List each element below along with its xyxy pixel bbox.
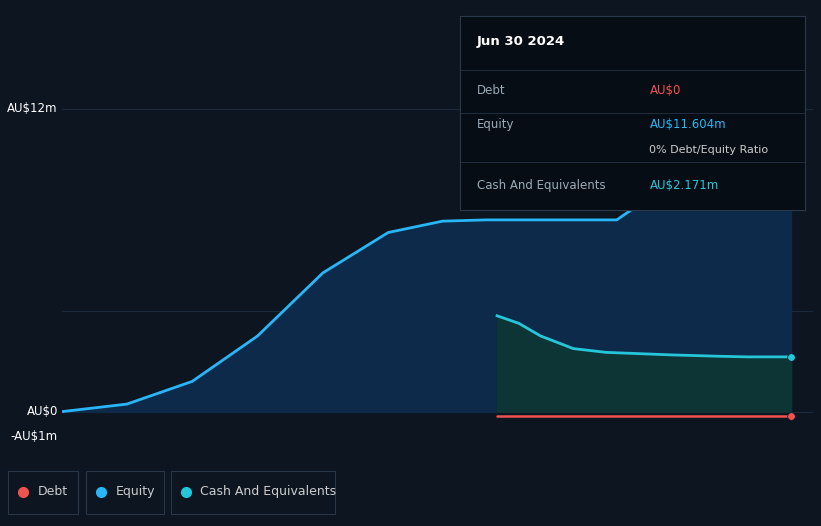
Text: AU$0: AU$0 — [26, 405, 57, 418]
Text: Equity: Equity — [477, 118, 515, 132]
Text: -AU$1m: -AU$1m — [11, 430, 57, 443]
Text: 0% Debt/Equity Ratio: 0% Debt/Equity Ratio — [649, 145, 768, 155]
Text: Jun 30 2024: Jun 30 2024 — [477, 35, 565, 48]
Text: Cash And Equivalents: Cash And Equivalents — [477, 179, 606, 191]
Text: 2023: 2023 — [274, 467, 306, 480]
Text: AU$12m: AU$12m — [7, 103, 57, 115]
Text: AU$0: AU$0 — [649, 84, 681, 97]
Text: 2024: 2024 — [601, 467, 633, 480]
Text: AU$2.171m: AU$2.171m — [649, 179, 718, 191]
Text: AU$11.604m: AU$11.604m — [649, 118, 726, 132]
Text: Debt: Debt — [38, 485, 68, 498]
Text: Cash And Equivalents: Cash And Equivalents — [200, 485, 337, 498]
Text: Debt: Debt — [477, 84, 506, 97]
Text: Equity: Equity — [116, 485, 155, 498]
